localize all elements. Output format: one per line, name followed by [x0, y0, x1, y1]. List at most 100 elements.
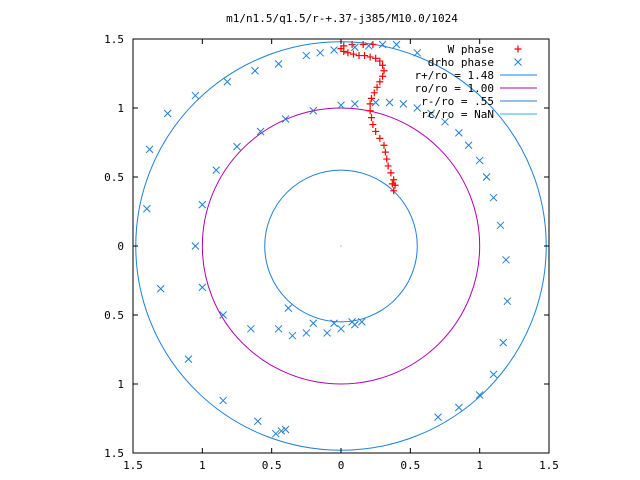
w-phase-point: [387, 169, 395, 177]
drho-phase-point: [330, 319, 338, 328]
drho-phase-point: [145, 145, 154, 154]
w-phase-point: [379, 72, 387, 80]
w-phase-point: [380, 67, 388, 75]
x-tick-label: 1.5: [539, 459, 559, 472]
w-phase-point: [380, 141, 388, 149]
w-phase-point: [384, 162, 392, 170]
drho-phase-point: [274, 59, 283, 68]
drho-phase-point: [364, 42, 373, 50]
drho-phase-point: [274, 324, 283, 333]
drho-phase-point: [156, 284, 165, 293]
drho-phase-point: [277, 427, 286, 435]
drho-phase-point: [323, 329, 331, 337]
drho-phase-point: [330, 46, 338, 54]
w-phase-point: [376, 78, 384, 86]
drho-phase-point: [496, 221, 505, 230]
x-tick-label: 0.5: [262, 459, 282, 472]
w-phase-point: [344, 49, 352, 57]
drho-phase-point: [316, 48, 325, 57]
legend-marker: [514, 58, 522, 66]
drho-phase-point: [503, 297, 512, 306]
drho-phase-point: [464, 141, 473, 150]
legend-label: r+/ro = 1.48: [415, 69, 494, 82]
y-tick-label: 1.5: [104, 447, 124, 460]
drho-phase-point: [413, 48, 422, 57]
w-phase-point: [369, 121, 377, 129]
drho-phase-series: [143, 40, 512, 438]
y-tick-label: 1: [117, 378, 124, 391]
drho-phase-point: [371, 98, 380, 107]
drho-phase-point: [337, 101, 345, 110]
w-phase-point: [383, 155, 391, 163]
w-phase-point: [340, 42, 348, 50]
drho-phase-point: [475, 391, 484, 399]
circle-r: [264, 169, 418, 323]
drho-phase-point: [219, 396, 227, 405]
w-phase-point: [372, 54, 380, 62]
w-phase-point: [376, 134, 384, 142]
drho-phase-point: [502, 255, 510, 264]
drho-phase-point: [253, 417, 262, 426]
y-tick-label: 1: [117, 102, 124, 115]
drho-phase-point: [489, 193, 498, 202]
y-tick-label: 0.5: [104, 309, 124, 322]
w-phase-point: [368, 114, 376, 122]
w-phase-point: [390, 176, 398, 184]
drho-phase-point: [223, 77, 232, 86]
drho-phase-point: [198, 200, 207, 209]
drho-phase-point: [309, 106, 318, 115]
drho-phase-point: [455, 128, 463, 137]
w-phase-point: [379, 61, 387, 69]
drho-phase-point: [256, 127, 265, 136]
drho-phase-point: [271, 429, 280, 438]
w-phase-point: [349, 50, 357, 58]
origin-dot: [340, 245, 342, 247]
x-tick-label: 1: [476, 459, 483, 472]
chart-title: m1/n1.5/q1.5/r-+.37-j385/M10.0/1024: [226, 12, 458, 25]
drho-phase-point: [351, 100, 359, 108]
drho-phase-point: [357, 318, 366, 326]
drho-phase-point: [348, 318, 356, 326]
drho-phase-point: [302, 329, 311, 337]
w-phase-point: [359, 41, 367, 49]
w-phase-point: [366, 53, 374, 61]
drho-phase-point: [198, 283, 207, 292]
drho-phase-point: [288, 331, 297, 340]
drho-phase-point: [212, 166, 221, 174]
y-tick-label: 1.5: [104, 33, 124, 46]
drho-phase-point: [251, 66, 259, 75]
x-tick-label: 0: [338, 459, 345, 472]
x-tick-label: 0.5: [400, 459, 420, 472]
drho-phase-point: [427, 109, 435, 118]
drho-phase-point: [302, 51, 311, 60]
legend-label: W phase: [448, 43, 494, 56]
x-axis: 1.5 1 0.5 0 0.5 1 1.5: [123, 39, 559, 472]
legend-label: r-/ro = .55: [421, 95, 494, 108]
w-phase-point: [381, 148, 389, 156]
w-phase-series: [337, 41, 399, 195]
w-phase-point: [368, 94, 376, 102]
series-layer: [143, 40, 512, 438]
w-phase-point: [372, 127, 380, 135]
drho-phase-point: [455, 403, 463, 412]
drho-phase-point: [351, 43, 359, 52]
drho-phase-point: [499, 338, 508, 347]
drho-phase-point: [489, 370, 498, 379]
legend-marker: [514, 45, 522, 53]
w-phase-point: [376, 57, 384, 65]
legend-label: rc/ro = NaN: [421, 108, 494, 121]
circle-ro: [201, 107, 481, 385]
drho-phase-point: [281, 425, 290, 434]
drho-phase-point: [219, 311, 227, 319]
y-tick-label: 0: [117, 240, 124, 253]
w-phase-point: [390, 187, 398, 195]
drho-phase-point: [284, 304, 293, 312]
w-phase-point: [373, 83, 381, 91]
drho-phase-point: [191, 91, 200, 100]
drho-phase-point: [247, 324, 255, 333]
drho-phase-point: [233, 142, 241, 151]
x-tick-label: 1: [199, 459, 206, 472]
w-phase-point: [366, 100, 374, 108]
